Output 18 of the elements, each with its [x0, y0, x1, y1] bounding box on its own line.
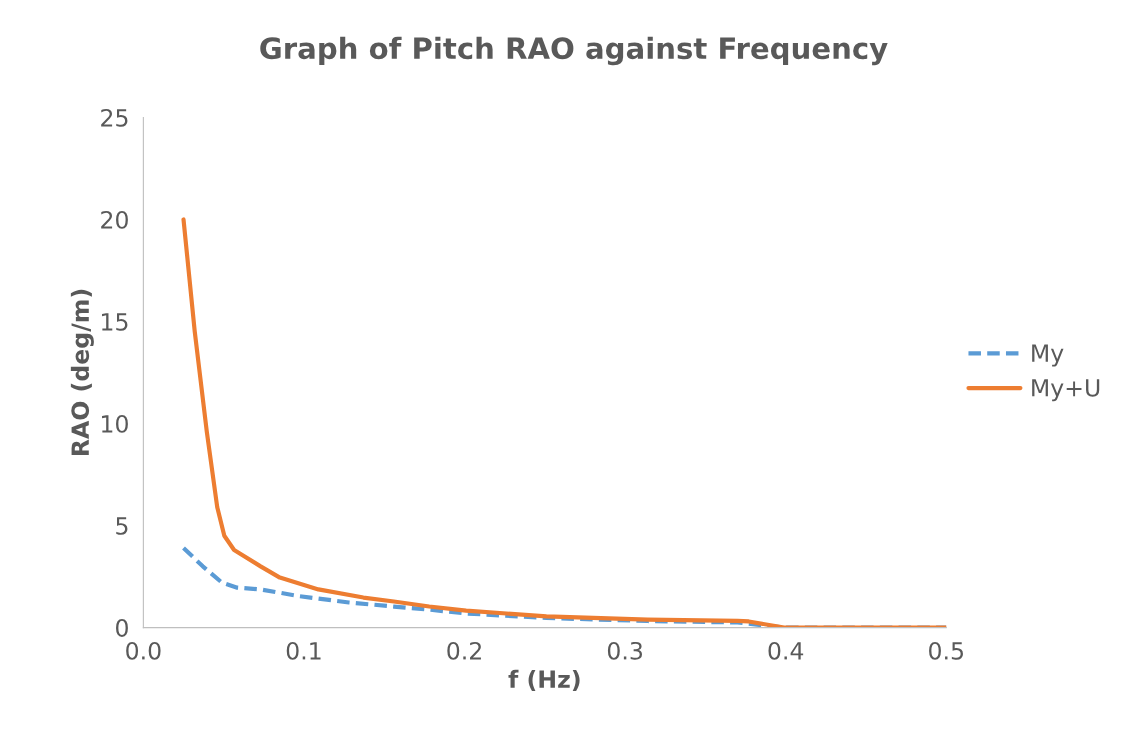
- x-tick-label: 0.4: [768, 641, 804, 660]
- y-tick-label: 20: [101, 210, 128, 229]
- x-axis-title: f (Hz): [508, 669, 580, 691]
- y-axis-title: RAO (deg/m): [70, 289, 94, 456]
- line-series: [181, 217, 947, 628]
- y-tick-label: 10: [102, 414, 128, 433]
- y-tick-label: 15: [102, 313, 128, 331]
- x-tick-label: 0.1: [286, 641, 321, 660]
- x-tick-label: 0.5: [929, 641, 963, 660]
- x-tick-label: 0.0: [126, 641, 161, 660]
- x-tick-label: 0.2: [447, 641, 481, 660]
- y-tick-label: 5: [116, 517, 128, 535]
- legend-label: My: [1032, 344, 1064, 367]
- y-tick-label: 25: [101, 108, 128, 127]
- legend-label: My+U: [1032, 379, 1100, 402]
- y-tick-label: 0: [116, 619, 128, 637]
- x-tick-label: 0.3: [607, 641, 642, 660]
- chart-title: Graph of Pitch RAO against Frequency: [260, 36, 888, 66]
